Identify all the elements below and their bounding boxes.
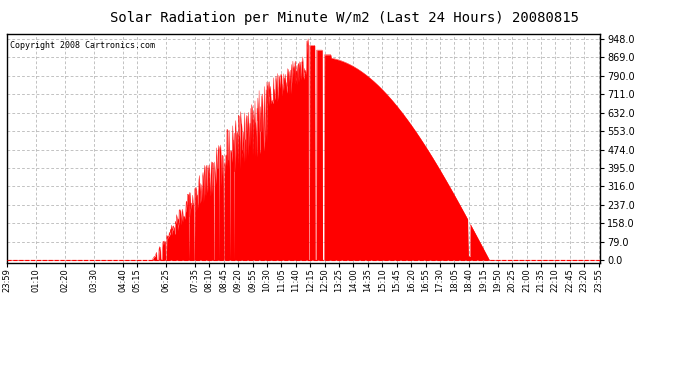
Text: Solar Radiation per Minute W/m2 (Last 24 Hours) 20080815: Solar Radiation per Minute W/m2 (Last 24…	[110, 11, 580, 25]
Text: Copyright 2008 Cartronics.com: Copyright 2008 Cartronics.com	[10, 40, 155, 50]
